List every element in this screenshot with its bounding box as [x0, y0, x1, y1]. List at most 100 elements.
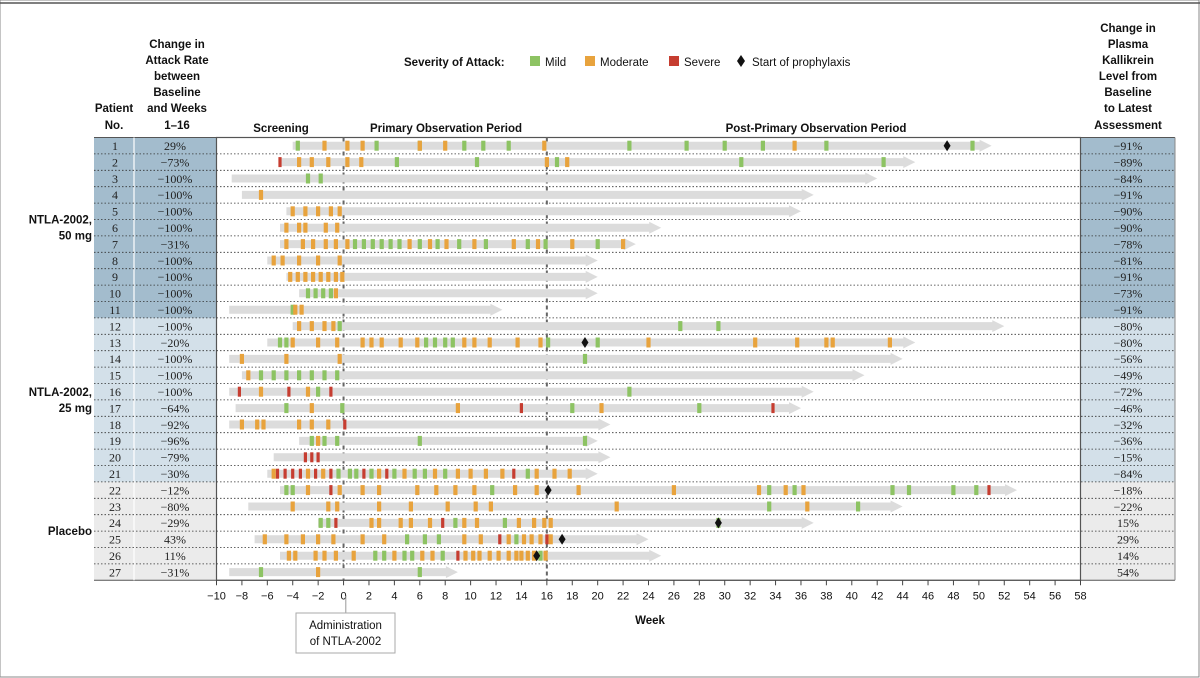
attack-mark-sev — [385, 468, 389, 479]
attack-mark-mod — [303, 222, 308, 233]
attack-mark-mod — [472, 337, 477, 348]
legend: Severity of Attack: Mild Moderate Severe… — [404, 55, 851, 69]
follow-up-bar — [292, 139, 992, 152]
attack-mark-mod — [297, 419, 302, 430]
patient-id: 27 — [109, 565, 121, 579]
attack-mark-mild — [335, 370, 340, 381]
attack-rate-change: −29% — [161, 516, 190, 530]
attack-rate-change: −20% — [161, 336, 190, 350]
x-tick-label: 22 — [617, 590, 629, 602]
attack-mark-mod — [565, 157, 570, 168]
attack-mark-mod — [783, 485, 788, 496]
attack-mark-mild — [443, 337, 448, 348]
kallikrein-header-line-4: Level from — [1099, 71, 1157, 83]
attack-mark-mod — [488, 501, 493, 512]
follow-up-bar — [241, 369, 865, 382]
attack-mark-mild — [436, 534, 441, 545]
kallikrein-header-line-2: Plasma — [1108, 39, 1149, 51]
attack-mark-mod — [398, 517, 403, 528]
attack-mark-mod — [455, 468, 460, 479]
attack-mark-mod — [521, 534, 527, 545]
patient-id: 13 — [109, 336, 121, 350]
attack-mark-mod — [887, 337, 892, 348]
attack-mark-mild — [722, 140, 727, 151]
attack-mark-mild — [435, 239, 440, 250]
patient-header-line-1: Patient — [95, 103, 134, 115]
attack-mark-mod — [471, 550, 476, 561]
legend-diamond-icon — [737, 55, 745, 67]
attack-mark-mod — [345, 239, 350, 250]
attack-mark-mod — [360, 485, 365, 496]
attack-mark-mod — [542, 517, 547, 528]
legend-swatch-moderate — [585, 56, 595, 66]
patient-id: 10 — [109, 287, 121, 301]
attack-mark-mild — [462, 140, 467, 151]
follow-up-bar — [229, 303, 503, 316]
attack-mark-mild — [290, 304, 295, 315]
attack-mark-mod — [297, 222, 302, 233]
attack-mark-mild — [716, 321, 721, 332]
attack-mark-mild — [974, 485, 979, 496]
attack-mark-mod — [570, 239, 575, 250]
attack-mark-mod — [284, 353, 289, 364]
attack-mark-sev — [441, 517, 445, 528]
attack-mark-mod — [753, 337, 758, 348]
attack-mark-mod — [309, 419, 314, 430]
x-tick-label: −8 — [236, 590, 249, 602]
x-tick-label: 28 — [693, 590, 705, 602]
attack-mark-mod — [303, 206, 308, 217]
attack-mark-mod — [478, 534, 483, 545]
attack-mark-sev — [329, 485, 333, 496]
attack-mark-mod — [333, 239, 338, 250]
attack-header-line-1: Change in — [149, 39, 205, 51]
attack-mark-mild — [582, 353, 588, 364]
callout-line-2: of NTLA-2002 — [310, 636, 382, 648]
attack-mark-mod — [333, 271, 338, 282]
legend-swatch-severe — [669, 56, 679, 66]
follow-up-bar — [229, 385, 814, 398]
attack-mark-mod — [534, 468, 539, 479]
attack-rate-change: −80% — [161, 500, 190, 514]
attack-mark-mild — [284, 485, 289, 496]
kallikrein-change: 29% — [1117, 533, 1139, 547]
attack-mark-mod — [420, 550, 425, 561]
prophylaxis-diamond-icon — [581, 337, 589, 348]
attack-mark-mild — [361, 239, 366, 250]
attack-mark-mild — [309, 370, 314, 381]
attack-rate-change: −100% — [158, 287, 193, 301]
legend-label-severe: Severe — [684, 57, 720, 69]
legend-label-prophylaxis: Start of prophylaxis — [752, 57, 851, 69]
x-tick-label: 12 — [490, 590, 502, 602]
callout-box — [295, 612, 396, 654]
patient-id: 7 — [112, 237, 118, 251]
attack-mark-mod — [255, 419, 260, 430]
attack-mark-mod — [671, 485, 676, 496]
attack-rate-change: 43% — [164, 533, 186, 547]
attack-mark-mod — [295, 271, 300, 282]
attack-mark-mod — [311, 271, 316, 282]
attack-mark-mild — [767, 485, 772, 496]
attack-mark-mod — [326, 271, 331, 282]
attack-mark-mild — [284, 403, 289, 414]
patient-id: 18 — [109, 418, 121, 432]
attack-mark-mod — [552, 468, 557, 479]
attack-mark-mod — [286, 550, 291, 561]
attack-mark-mild — [271, 370, 276, 381]
attack-mark-sev — [278, 157, 282, 168]
attack-mark-mod — [455, 403, 460, 414]
attack-mark-mild — [382, 550, 387, 561]
legend-title: Severity of Attack: — [404, 57, 505, 69]
attack-header-line-4: Baseline — [153, 87, 200, 99]
kallikrein-change: −46% — [1114, 401, 1143, 415]
x-tick-label: 20 — [592, 590, 604, 602]
attack-mark-mild — [373, 550, 378, 561]
attack-mark-mod — [462, 534, 467, 545]
attack-mark-mild — [369, 468, 374, 479]
attack-mark-mod — [519, 550, 524, 561]
kallikrein-change: −15% — [1114, 451, 1143, 465]
attack-mark-mild — [370, 239, 375, 250]
attack-mark-mild — [824, 140, 829, 151]
attack-mark-sev — [291, 468, 295, 479]
attack-mark-mod — [792, 140, 797, 151]
attack-mark-mod — [297, 255, 302, 266]
